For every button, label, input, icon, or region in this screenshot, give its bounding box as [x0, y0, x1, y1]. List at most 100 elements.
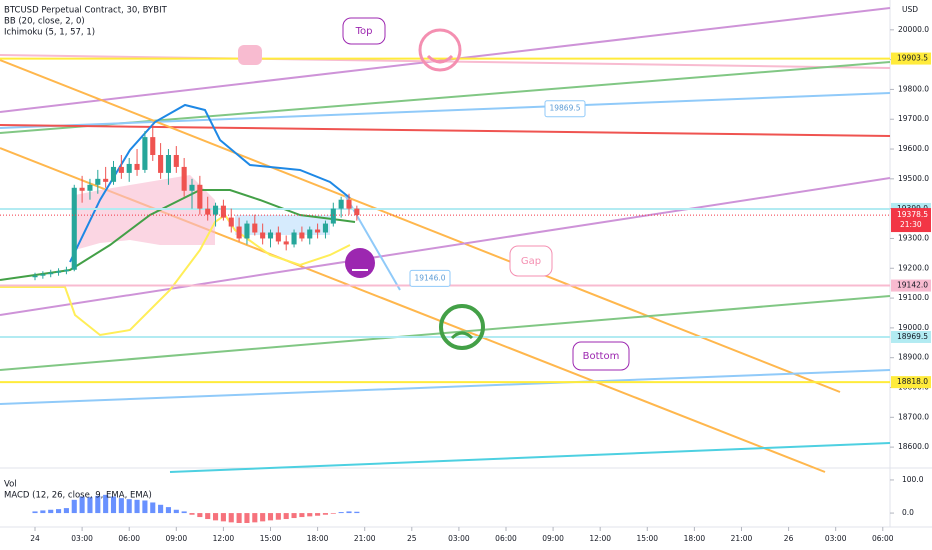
y-tick-label: 20000.0 [898, 25, 929, 34]
y-tick-label: 19700.0 [898, 114, 929, 123]
chart-title: BTCUSD Perpetual Contract, 30, BYBIT [4, 6, 168, 16]
macd-histogram-bar [213, 513, 219, 521]
macd-histogram-bar [126, 499, 132, 514]
macd-histogram-bar [189, 513, 195, 515]
candle-body [40, 274, 46, 276]
annotation-text: Gap [521, 256, 541, 267]
price-tag [891, 279, 931, 292]
annotation-bubble [342, 17, 386, 45]
candle-body [315, 229, 321, 233]
macd-histogram-bar [220, 513, 226, 522]
macd-histogram-bar [40, 510, 46, 514]
trend-line [169, 442, 891, 473]
candle-body [322, 223, 329, 233]
x-tick-label: 09:00 [165, 534, 187, 543]
price-tag-label: 19142.0 [897, 281, 928, 290]
macd-histogram-bar [228, 513, 234, 523]
candle-body [142, 137, 148, 170]
bb-basis [0, 189, 356, 281]
candle-body [189, 184, 195, 191]
annotation-text: Top [355, 26, 373, 37]
x-tick-label: 03:00 [71, 534, 93, 543]
y-tick-label: 19800.0 [898, 84, 929, 93]
x-tick-label: 21:00 [354, 534, 376, 543]
x-tick-label: 25 [407, 534, 417, 543]
candle-body [158, 155, 164, 173]
y-tick-label: 18900.0 [898, 353, 929, 362]
price-tag [891, 330, 931, 343]
candle-body [307, 229, 313, 239]
candle-body [181, 166, 187, 191]
x-tick-label: 26 [784, 534, 794, 543]
annotation-text: Bottom [583, 351, 620, 362]
macd-histogram-bar [354, 511, 360, 514]
x-tick-label: 06:00 [118, 534, 140, 543]
macd-histogram-bar [118, 498, 124, 514]
y-tick-label: 19300.0 [898, 233, 929, 242]
y-tick-label: 19200.0 [898, 263, 929, 272]
candle-body [213, 205, 219, 215]
macd-histogram-bar [63, 508, 69, 514]
x-tick-label: 21:00 [731, 534, 753, 543]
pane-tick-label: 100.0 [902, 475, 924, 484]
sad-face [439, 304, 485, 350]
macd-histogram-bar [322, 513, 329, 515]
candle-body [338, 199, 344, 209]
trend-line [0, 177, 891, 316]
macd-histogram-bar [150, 502, 156, 514]
macd-histogram-bar [205, 513, 211, 520]
candle-body [346, 199, 352, 209]
x-tick-label: 12:00 [589, 534, 611, 543]
macd-histogram-bar [134, 499, 140, 514]
plot-layer: 18600.018700.018800.018900.019000.019100… [0, 7, 931, 543]
last-price-label: 19378.5 [897, 210, 928, 219]
price-callout-label: 19146.0 [414, 273, 445, 282]
macd-histogram-bar [79, 496, 85, 514]
x-tick-label: 18:00 [684, 534, 706, 543]
macd-histogram-bar [173, 509, 179, 514]
x-tick-label: 24 [30, 534, 40, 543]
macd-histogram-bar [158, 504, 164, 514]
macd-histogram-bar [56, 509, 62, 514]
x-tick-label: 06:00 [495, 534, 517, 543]
candle-body [126, 163, 132, 173]
bb-upper [69, 103, 351, 263]
trend-line [0, 295, 891, 371]
macd-histogram-bar [283, 513, 289, 520]
macd-histogram-bar [330, 513, 336, 514]
smile-mouth [426, 54, 454, 64]
candle-body [354, 208, 360, 216]
trend-line [344, 194, 401, 291]
pane-tick-label: 0.0 [902, 508, 914, 517]
y-tick-label: 19100.0 [898, 293, 929, 302]
smile-face [418, 28, 462, 72]
candle-body [150, 137, 156, 155]
price-tag-label: 19903.5 [897, 54, 928, 63]
macd-histogram-bar [307, 513, 313, 517]
candle-body [71, 187, 77, 270]
y-tick-label: 19000.0 [898, 323, 929, 332]
macd-histogram-bar [291, 513, 297, 519]
x-tick-label: 18:00 [307, 534, 329, 543]
countdown-label: 21:30 [900, 220, 922, 229]
macd-histogram-bar [338, 512, 344, 514]
price-callout-box [409, 269, 451, 287]
macd-histogram-bar [252, 513, 258, 523]
macd-histogram-bar [181, 511, 187, 514]
x-tick-label: 09:00 [542, 534, 564, 543]
macd-histogram-bar [48, 509, 54, 514]
macd-histogram-bar [260, 513, 266, 522]
macd-histogram-bar [142, 500, 148, 514]
candle-body [299, 232, 305, 239]
macd-histogram-bar [197, 513, 203, 518]
candle-body [267, 232, 274, 239]
candle-body [56, 271, 62, 273]
candle-body [63, 269, 69, 272]
y-tick-label: 18700.0 [898, 412, 929, 421]
macd-histogram-bar [32, 511, 38, 514]
macd-histogram-bar [95, 495, 101, 514]
price-callout-label: 19869.5 [549, 104, 580, 113]
macd-histogram-bar [346, 511, 352, 514]
